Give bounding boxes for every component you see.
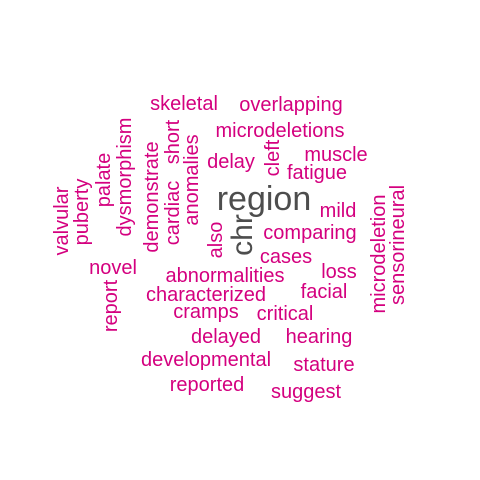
- word-report: report: [100, 279, 122, 332]
- word-abnormalities: abnormalities: [166, 265, 285, 287]
- word-hearing: hearing: [286, 326, 353, 348]
- word-cardiac: cardiac: [162, 181, 184, 245]
- word-skeletal: skeletal: [150, 93, 218, 115]
- word-reported: reported: [170, 374, 245, 396]
- word-novel: novel: [89, 257, 137, 279]
- word-mild: mild: [320, 200, 357, 222]
- word-cramps: cramps: [173, 301, 239, 323]
- word-facial: facial: [301, 281, 348, 303]
- word-critical: critical: [257, 303, 314, 325]
- word-short: short: [162, 119, 184, 164]
- word-dysmorphism: dysmorphism: [114, 118, 136, 237]
- word-characterized: characterized: [146, 284, 266, 306]
- word-microdeletion: microdeletion: [368, 195, 390, 314]
- word-cases: cases: [260, 246, 312, 268]
- word-puberty: puberty: [71, 179, 93, 246]
- word-region: region: [217, 180, 312, 218]
- word-sensorineural: sensorineural: [387, 185, 409, 305]
- word-valvular: valvular: [51, 186, 73, 255]
- word-muscle: muscle: [304, 144, 367, 166]
- word-stature: stature: [293, 354, 354, 376]
- word-loss: loss: [321, 261, 357, 283]
- word-overlapping: overlapping: [239, 94, 342, 116]
- word-anomalies: anomalies: [181, 134, 203, 225]
- word-microdeletions: microdeletions: [216, 120, 345, 142]
- word-palate: palate: [93, 153, 115, 208]
- word-delay: delay: [207, 151, 255, 173]
- word-comparing: comparing: [263, 222, 356, 244]
- word-cleft: cleft: [262, 139, 284, 176]
- word-suggest: suggest: [271, 381, 341, 403]
- word-fatigue: fatigue: [287, 162, 347, 184]
- word-also: also: [205, 222, 227, 259]
- word-delayed: delayed: [191, 326, 261, 348]
- word-chr: chr: [226, 214, 259, 256]
- word-demonstrate: demonstrate: [141, 141, 163, 252]
- word-developmental: developmental: [141, 349, 271, 371]
